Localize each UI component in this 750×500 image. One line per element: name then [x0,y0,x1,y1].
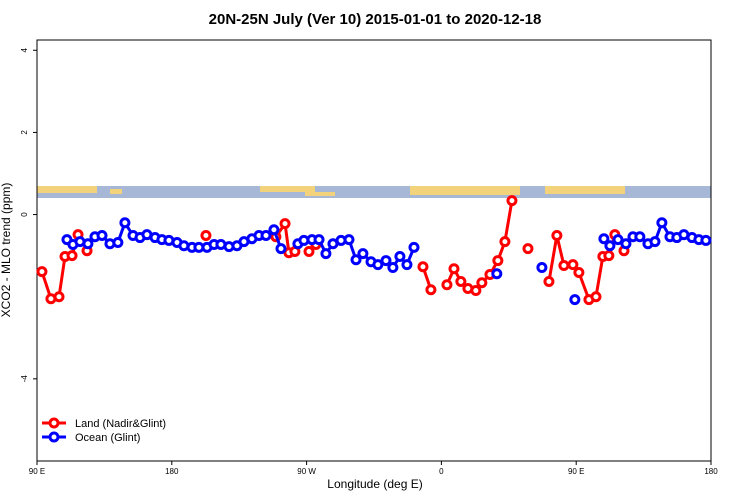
data-point [279,218,291,230]
data-point [492,255,504,267]
data-point [260,230,272,242]
legend-label: Ocean (Glint) [75,432,140,444]
data-point [372,259,384,271]
data-point [649,236,661,248]
y-tick-label: 2 [20,130,29,135]
data-point [499,236,511,248]
data-point [620,238,632,250]
x-tick-label: 90 E [29,467,45,476]
data-point [357,248,369,260]
data-point [303,246,315,258]
legend-marker [48,431,60,443]
data-point [455,276,467,288]
data-point [567,259,579,271]
data-point [313,234,325,246]
y-tick-label: 0 [20,212,29,217]
x-tick-label: 0 [439,467,444,476]
x-tick-label: 180 [165,467,179,476]
data-point [700,234,712,246]
data-point [425,284,437,296]
data-point [320,248,332,260]
data-point [53,291,65,303]
data-point [522,243,534,255]
data-point [598,233,610,245]
data-point [417,261,429,273]
chart-title: 20N-25N July (Ver 10) 2015-01-01 to 2020… [209,11,542,28]
data-point [112,236,124,248]
data-point [119,217,131,229]
x-tick-label: 90 W [297,467,316,476]
data-point [551,230,563,242]
data-point [448,263,460,275]
data-point [96,230,108,242]
data-point [612,234,624,246]
data-point [387,262,399,274]
data-point [491,268,503,280]
data-point [604,240,616,252]
x-axis-label: Longitude (deg E) [327,477,422,491]
y-tick-label: -4 [20,375,29,383]
data-point [350,254,362,266]
data-point [200,230,212,242]
map-land [37,186,625,196]
data-point [66,250,78,262]
y-axis-label: XCO2 - MLO trend (ppm) [0,183,13,318]
data-point [275,243,287,255]
data-point [536,262,548,274]
data-point [476,277,488,289]
data-point [506,195,518,207]
legend-marker [48,417,60,429]
x-tick-label: 90 E [568,467,584,476]
data-point [394,250,406,262]
legend-label: Land (Nadir&Glint) [75,418,166,430]
data-point [441,279,453,291]
data-point [656,217,668,229]
data-point [573,266,585,278]
map-strip [37,186,711,198]
data-point [401,259,413,271]
y-tick-label: 4 [20,47,29,52]
data-point [36,266,48,278]
data-point [82,238,94,250]
data-point [470,285,482,297]
data-point [634,231,646,243]
data-point [590,291,602,303]
data-point [558,259,570,271]
data-point [603,250,615,262]
data-point [380,255,392,267]
data-point [268,224,280,236]
plot-frame [36,39,712,462]
x-tick-label: 180 [704,467,718,476]
data-point [543,276,555,288]
data-point [343,234,355,246]
data-point [408,241,420,253]
data-point [569,294,581,306]
